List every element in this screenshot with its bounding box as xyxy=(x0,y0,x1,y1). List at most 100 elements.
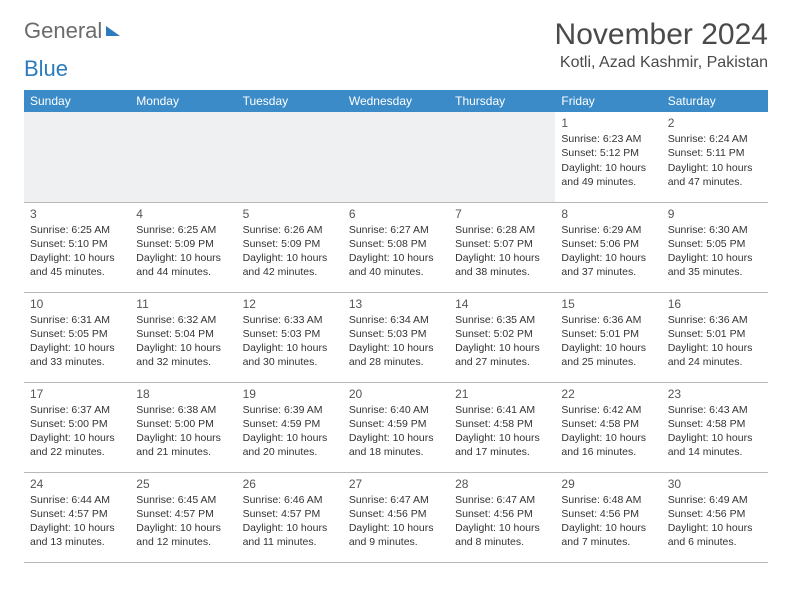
daylight-line: Daylight: 10 hours and 17 minutes. xyxy=(455,431,549,459)
day-cell: 28Sunrise: 6:47 AMSunset: 4:56 PMDayligh… xyxy=(449,472,555,562)
day-number: 28 xyxy=(455,476,549,492)
day-number: 14 xyxy=(455,296,549,312)
sunset-line: Sunset: 4:59 PM xyxy=(243,417,337,431)
title-block: November 2024 Kotli, Azad Kashmir, Pakis… xyxy=(555,18,768,72)
daylight-line: Daylight: 10 hours and 30 minutes. xyxy=(243,341,337,369)
day-cell: 16Sunrise: 6:36 AMSunset: 5:01 PMDayligh… xyxy=(662,292,768,382)
sunset-line: Sunset: 5:06 PM xyxy=(561,237,655,251)
sunset-line: Sunset: 5:05 PM xyxy=(668,237,762,251)
day-number: 3 xyxy=(30,206,124,222)
weekday-header: Thursday xyxy=(449,90,555,112)
sunset-line: Sunset: 4:56 PM xyxy=(455,507,549,521)
daylight-line: Daylight: 10 hours and 28 minutes. xyxy=(349,341,443,369)
daylight-line: Daylight: 10 hours and 6 minutes. xyxy=(668,521,762,549)
day-cell: 9Sunrise: 6:30 AMSunset: 5:05 PMDaylight… xyxy=(662,202,768,292)
sunset-line: Sunset: 4:57 PM xyxy=(30,507,124,521)
day-number: 17 xyxy=(30,386,124,402)
sunset-line: Sunset: 4:56 PM xyxy=(668,507,762,521)
day-cell: 8Sunrise: 6:29 AMSunset: 5:06 PMDaylight… xyxy=(555,202,661,292)
daylight-line: Daylight: 10 hours and 20 minutes. xyxy=(243,431,337,459)
day-number: 2 xyxy=(668,115,762,131)
day-number: 8 xyxy=(561,206,655,222)
daylight-line: Daylight: 10 hours and 25 minutes. xyxy=(561,341,655,369)
sunrise-line: Sunrise: 6:26 AM xyxy=(243,223,337,237)
sunrise-line: Sunrise: 6:42 AM xyxy=(561,403,655,417)
sunset-line: Sunset: 5:00 PM xyxy=(30,417,124,431)
sunset-line: Sunset: 5:09 PM xyxy=(243,237,337,251)
sunset-line: Sunset: 5:01 PM xyxy=(561,327,655,341)
daylight-line: Daylight: 10 hours and 9 minutes. xyxy=(349,521,443,549)
day-cell: 30Sunrise: 6:49 AMSunset: 4:56 PMDayligh… xyxy=(662,472,768,562)
sunrise-line: Sunrise: 6:33 AM xyxy=(243,313,337,327)
day-cell: 14Sunrise: 6:35 AMSunset: 5:02 PMDayligh… xyxy=(449,292,555,382)
daylight-line: Daylight: 10 hours and 12 minutes. xyxy=(136,521,230,549)
sunset-line: Sunset: 5:10 PM xyxy=(30,237,124,251)
sunrise-line: Sunrise: 6:47 AM xyxy=(455,493,549,507)
daylight-line: Daylight: 10 hours and 45 minutes. xyxy=(30,251,124,279)
day-number: 10 xyxy=(30,296,124,312)
sunrise-line: Sunrise: 6:38 AM xyxy=(136,403,230,417)
day-number: 30 xyxy=(668,476,762,492)
sunrise-line: Sunrise: 6:41 AM xyxy=(455,403,549,417)
daylight-line: Daylight: 10 hours and 14 minutes. xyxy=(668,431,762,459)
sunrise-line: Sunrise: 6:31 AM xyxy=(30,313,124,327)
sunrise-line: Sunrise: 6:29 AM xyxy=(561,223,655,237)
day-cell: 3Sunrise: 6:25 AMSunset: 5:10 PMDaylight… xyxy=(24,202,130,292)
brand-part1: General xyxy=(24,18,102,44)
calendar-head: SundayMondayTuesdayWednesdayThursdayFrid… xyxy=(24,90,768,112)
day-cell: 21Sunrise: 6:41 AMSunset: 4:58 PMDayligh… xyxy=(449,382,555,472)
calendar-body: 1Sunrise: 6:23 AMSunset: 5:12 PMDaylight… xyxy=(24,112,768,562)
sunrise-line: Sunrise: 6:23 AM xyxy=(561,132,655,146)
sunrise-line: Sunrise: 6:46 AM xyxy=(243,493,337,507)
day-number: 5 xyxy=(243,206,337,222)
sunrise-line: Sunrise: 6:44 AM xyxy=(30,493,124,507)
sunset-line: Sunset: 5:05 PM xyxy=(30,327,124,341)
daylight-line: Daylight: 10 hours and 47 minutes. xyxy=(668,161,762,189)
calendar-row: 1Sunrise: 6:23 AMSunset: 5:12 PMDaylight… xyxy=(24,112,768,202)
day-number: 13 xyxy=(349,296,443,312)
sunrise-line: Sunrise: 6:47 AM xyxy=(349,493,443,507)
sunrise-line: Sunrise: 6:27 AM xyxy=(349,223,443,237)
day-cell: 13Sunrise: 6:34 AMSunset: 5:03 PMDayligh… xyxy=(343,292,449,382)
sunset-line: Sunset: 4:56 PM xyxy=(561,507,655,521)
day-cell: 22Sunrise: 6:42 AMSunset: 4:58 PMDayligh… xyxy=(555,382,661,472)
sunset-line: Sunset: 4:58 PM xyxy=(668,417,762,431)
day-number: 19 xyxy=(243,386,337,402)
daylight-line: Daylight: 10 hours and 42 minutes. xyxy=(243,251,337,279)
day-cell: 1Sunrise: 6:23 AMSunset: 5:12 PMDaylight… xyxy=(555,112,661,202)
weekday-header: Saturday xyxy=(662,90,768,112)
calendar-row: 24Sunrise: 6:44 AMSunset: 4:57 PMDayligh… xyxy=(24,472,768,562)
day-number: 6 xyxy=(349,206,443,222)
daylight-line: Daylight: 10 hours and 18 minutes. xyxy=(349,431,443,459)
sunrise-line: Sunrise: 6:30 AM xyxy=(668,223,762,237)
daylight-line: Daylight: 10 hours and 22 minutes. xyxy=(30,431,124,459)
sunset-line: Sunset: 5:12 PM xyxy=(561,146,655,160)
sunset-line: Sunset: 4:58 PM xyxy=(455,417,549,431)
day-number: 22 xyxy=(561,386,655,402)
day-number: 21 xyxy=(455,386,549,402)
sunset-line: Sunset: 5:01 PM xyxy=(668,327,762,341)
weekday-header: Monday xyxy=(130,90,236,112)
day-number: 23 xyxy=(668,386,762,402)
sunset-line: Sunset: 4:59 PM xyxy=(349,417,443,431)
daylight-line: Daylight: 10 hours and 21 minutes. xyxy=(136,431,230,459)
day-cell: 24Sunrise: 6:44 AMSunset: 4:57 PMDayligh… xyxy=(24,472,130,562)
daylight-line: Daylight: 10 hours and 32 minutes. xyxy=(136,341,230,369)
sunset-line: Sunset: 5:09 PM xyxy=(136,237,230,251)
day-number: 25 xyxy=(136,476,230,492)
weekday-header: Wednesday xyxy=(343,90,449,112)
empty-cell xyxy=(237,112,343,202)
sunrise-line: Sunrise: 6:39 AM xyxy=(243,403,337,417)
sunset-line: Sunset: 4:57 PM xyxy=(136,507,230,521)
sunset-line: Sunset: 5:00 PM xyxy=(136,417,230,431)
daylight-line: Daylight: 10 hours and 24 minutes. xyxy=(668,341,762,369)
sunrise-line: Sunrise: 6:25 AM xyxy=(30,223,124,237)
sunset-line: Sunset: 5:03 PM xyxy=(243,327,337,341)
daylight-line: Daylight: 10 hours and 7 minutes. xyxy=(561,521,655,549)
daylight-line: Daylight: 10 hours and 35 minutes. xyxy=(668,251,762,279)
day-cell: 27Sunrise: 6:47 AMSunset: 4:56 PMDayligh… xyxy=(343,472,449,562)
empty-cell xyxy=(130,112,236,202)
day-number: 20 xyxy=(349,386,443,402)
daylight-line: Daylight: 10 hours and 44 minutes. xyxy=(136,251,230,279)
day-number: 12 xyxy=(243,296,337,312)
